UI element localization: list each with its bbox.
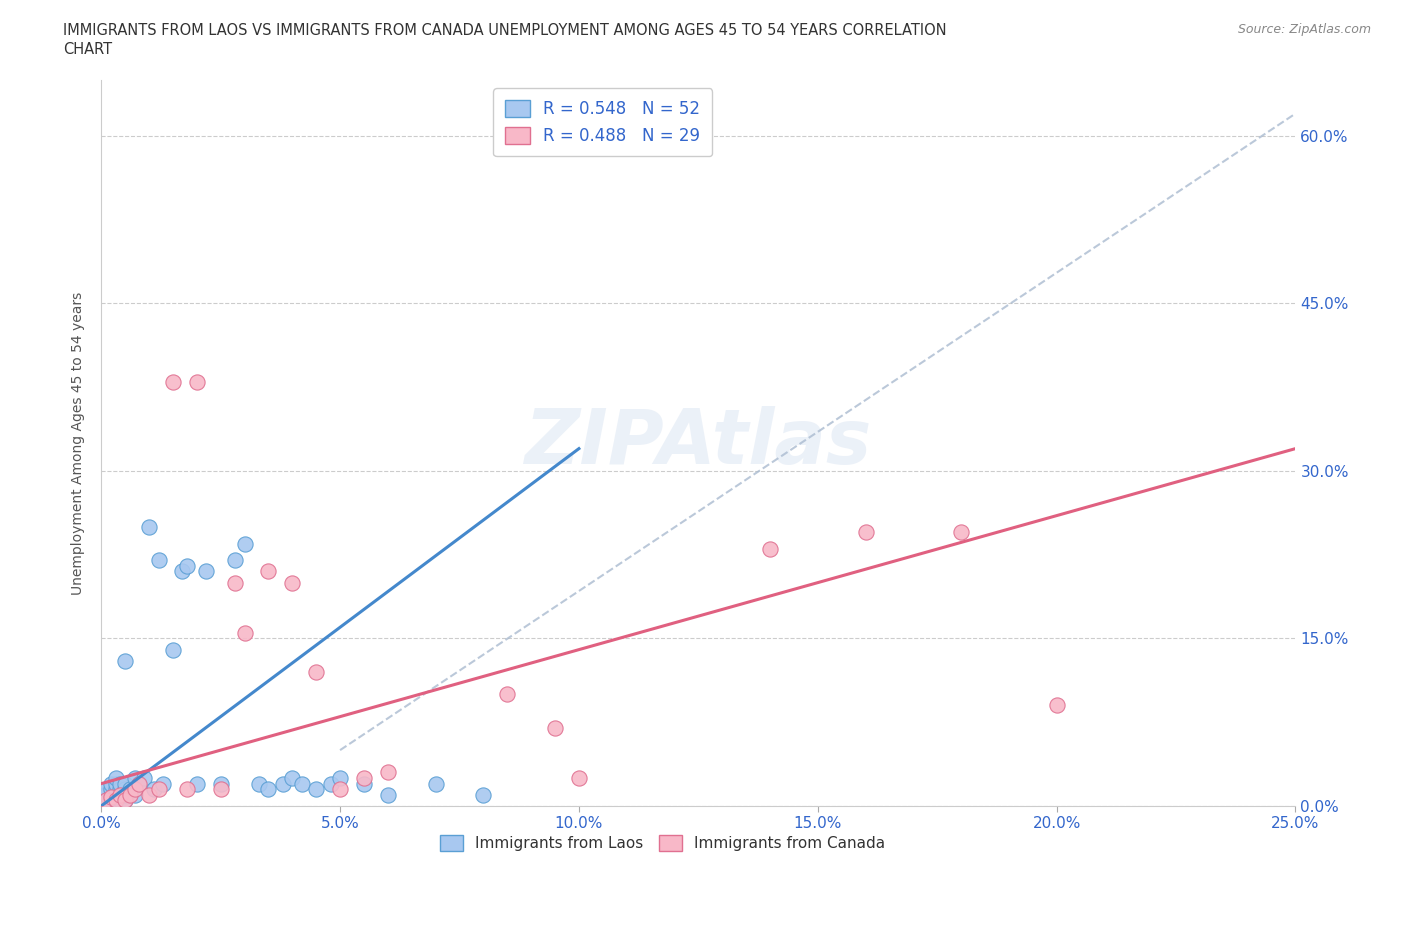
Point <box>142 782 165 797</box>
Point <box>100 777 122 791</box>
Point <box>377 788 399 803</box>
Point <box>110 777 132 791</box>
Text: ZIPAtlas: ZIPAtlas <box>524 406 872 480</box>
Point <box>110 793 132 808</box>
Point <box>291 777 314 791</box>
Point <box>100 790 122 804</box>
Point <box>172 564 194 578</box>
Point <box>100 782 122 797</box>
Point <box>124 788 146 803</box>
Point <box>305 665 328 680</box>
Point <box>100 788 122 803</box>
Point <box>104 771 127 786</box>
Point <box>118 788 141 803</box>
Point <box>257 564 280 578</box>
Point <box>138 788 160 803</box>
Point <box>104 793 127 808</box>
Point <box>305 782 328 797</box>
Point <box>950 525 973 539</box>
Point <box>353 771 375 786</box>
Point <box>176 558 198 573</box>
Point <box>319 777 342 791</box>
Point <box>104 793 127 808</box>
Point <box>93 788 115 803</box>
Point <box>472 788 495 803</box>
Point <box>855 525 877 539</box>
Point <box>152 777 174 791</box>
Point <box>425 777 447 791</box>
Text: CHART: CHART <box>63 42 112 57</box>
Point <box>281 771 304 786</box>
Point <box>110 788 132 803</box>
Point <box>128 777 150 791</box>
Legend: Immigrants from Laos, Immigrants from Canada: Immigrants from Laos, Immigrants from Ca… <box>430 826 894 860</box>
Point <box>233 626 256 641</box>
Point <box>118 788 141 803</box>
Point <box>257 782 280 797</box>
Point <box>148 782 170 797</box>
Point <box>209 782 232 797</box>
Point <box>104 782 127 797</box>
Point <box>162 374 184 389</box>
Point <box>104 777 127 791</box>
Point <box>186 777 208 791</box>
Point <box>110 782 132 797</box>
Point <box>176 782 198 797</box>
Point <box>544 721 567 736</box>
Point <box>134 771 156 786</box>
Point <box>568 771 591 786</box>
Point <box>195 564 218 578</box>
Point <box>281 575 304 590</box>
Point <box>124 782 146 797</box>
Point <box>353 777 375 791</box>
Point <box>186 374 208 389</box>
Y-axis label: Unemployment Among Ages 45 to 54 years: Unemployment Among Ages 45 to 54 years <box>72 291 86 594</box>
Point <box>100 793 122 808</box>
Point <box>271 777 294 791</box>
Point <box>233 536 256 551</box>
Point <box>124 771 146 786</box>
Point <box>94 782 117 797</box>
Point <box>377 765 399 780</box>
Point <box>114 793 136 808</box>
Point <box>94 793 117 808</box>
Point <box>110 788 132 803</box>
Point <box>114 793 136 808</box>
Point <box>224 552 246 567</box>
Point <box>496 687 519 702</box>
Point <box>329 771 352 786</box>
Point <box>162 643 184 658</box>
Text: Source: ZipAtlas.com: Source: ZipAtlas.com <box>1237 23 1371 36</box>
Point <box>329 782 352 797</box>
Point <box>94 793 117 808</box>
Point <box>759 541 782 556</box>
Point <box>114 788 136 803</box>
Point <box>94 788 117 803</box>
Point <box>114 782 136 797</box>
Point <box>114 654 136 669</box>
Point <box>104 788 127 803</box>
Point <box>138 519 160 534</box>
Point <box>209 777 232 791</box>
Point <box>247 777 270 791</box>
Point <box>224 575 246 590</box>
Point <box>118 782 141 797</box>
Point <box>148 552 170 567</box>
Point <box>128 777 150 791</box>
Text: IMMIGRANTS FROM LAOS VS IMMIGRANTS FROM CANADA UNEMPLOYMENT AMONG AGES 45 TO 54 : IMMIGRANTS FROM LAOS VS IMMIGRANTS FROM … <box>63 23 946 38</box>
Point <box>114 777 136 791</box>
Point <box>1046 698 1069 713</box>
